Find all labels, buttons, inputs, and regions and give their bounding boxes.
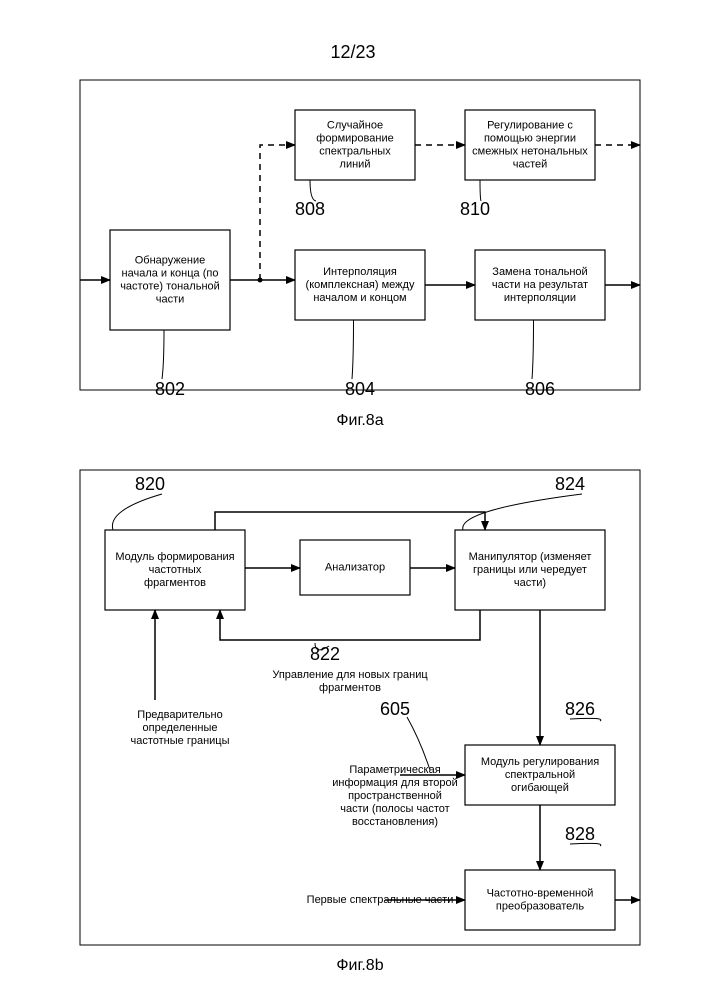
node-806-ref: 806 [525,379,555,399]
ref-605: 605 [380,699,410,719]
label-605-param: информация для второй [332,777,458,789]
node-810-ref: 810 [460,199,490,219]
arrow-branch-808 [260,145,295,280]
label-control: фрагментов [319,682,381,694]
node-828-label: преобразователь [496,900,584,912]
label-spectral: Первые спектральные части [307,894,454,906]
node-810-label: Регулирование с [487,119,573,131]
node-806-label: Замена тональной [492,266,587,278]
label-605-param: восстановления) [352,816,438,828]
label-605-param: части (полосы частот [340,803,449,815]
node-806-leader [532,320,534,379]
node-820-label: Модуль формирования [115,551,234,563]
node-802-label: частоте) тональной [120,280,220,292]
label-predefined: частотные границы [130,735,229,747]
node-824-ref: 824 [555,474,585,494]
label-605-param: пространственной [348,790,442,802]
node-802-leader [162,330,164,379]
node-824-label: части) [514,577,546,589]
node-826-label: спектральной [505,769,575,781]
node-804-label: началом и концом [313,292,406,304]
ref-605-leader [407,717,430,770]
node-802-label: части [156,293,185,305]
node-806-label: интерполяции [504,292,576,304]
node-804-ref: 804 [345,379,375,399]
node-820-label: частотных [149,564,202,576]
node-810-label: помощью энергии [484,132,576,144]
fig-b-label: Фиг.8b [336,957,383,974]
node-808-leader [310,180,316,201]
node-820-label: фрагментов [144,577,206,589]
arrow-824-820-ctrl [220,610,480,640]
node-808-label: спектральных [319,145,391,157]
node-826-ref: 826 [565,699,595,719]
node-828-label: Частотно-временной [487,887,594,899]
node-804-label: (комплексная) между [306,279,415,291]
node-810-label: смежных нетональных [472,145,588,157]
node-802-label: начала и конца (по [122,267,219,279]
node-820-leader [112,494,162,530]
node-820-ref: 820 [135,474,165,494]
node-806-label: части на результат [492,279,588,291]
node-808-label: линий [340,158,371,170]
node-822-ref: 822 [310,644,340,664]
node-824-label: Манипулятор (изменяет [469,551,592,563]
node-826-label: Модуль регулирования [481,756,599,768]
node-802-label: Обнаружение [135,254,205,266]
node-808-ref: 808 [295,199,325,219]
node-810-leader [480,180,481,201]
node-804-leader [352,320,354,379]
node-810-label: частей [513,158,548,170]
node-822-label: Анализатор [325,561,385,573]
node-808-label: Случайное [327,119,383,131]
label-predefined: определенные [143,722,218,734]
label-predefined: Предварительно [137,709,222,721]
page-number: 12/23 [330,42,375,62]
node-804-label: Интерполяция [323,266,397,278]
node-808-label: формирование [316,132,393,144]
label-control: Управление для новых границ [272,669,428,681]
node-826-label: огибающей [511,782,569,794]
fig-a-label: Фиг.8a [336,412,383,429]
node-802-ref: 802 [155,379,185,399]
node-824-label: границы или чередует [473,564,587,576]
arrow-820-824-top [215,512,485,530]
label-605-param: Параметрическая [349,764,440,776]
node-828-ref: 828 [565,824,595,844]
